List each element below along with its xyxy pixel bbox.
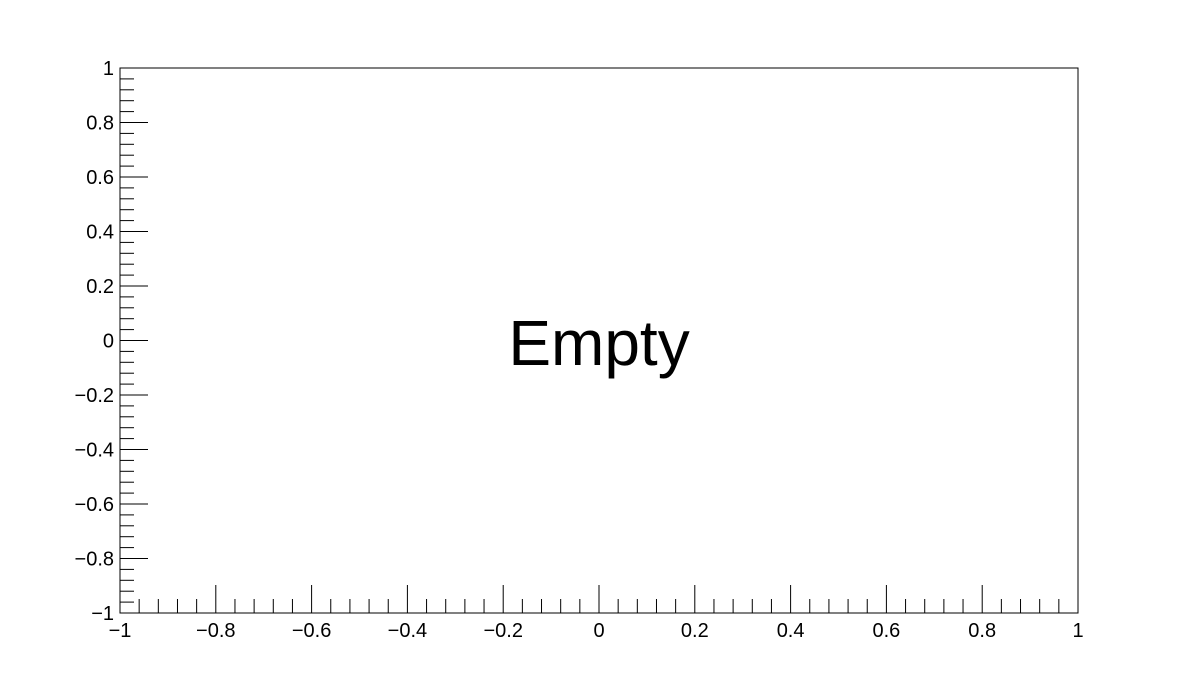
y-axis-tick-labels: −1 −0.8 −0.6 −0.4 −0.2 0 0.2 0.4 0.6 0.8 1 (75, 58, 114, 625)
y-tick-label: −0.6 (75, 494, 114, 516)
y-tick-label: 0.4 (86, 222, 114, 244)
y-tick-label: −0.8 (75, 549, 114, 571)
y-tick-label: 0 (103, 331, 114, 353)
x-tick-label: 1 (1072, 620, 1083, 642)
x-tick-label: 0.2 (681, 620, 709, 642)
y-tick-label: −0.2 (75, 385, 114, 407)
x-tick-label: −0.6 (292, 620, 331, 642)
y-tick-label: 0.8 (86, 113, 114, 135)
y-tick-label: 0.6 (86, 167, 114, 189)
y-tick-label: −1 (91, 603, 114, 625)
x-axis-ticks (119, 585, 1079, 613)
x-tick-label: −0.2 (483, 620, 522, 642)
x-tick-label: −1 (109, 620, 132, 642)
empty-annotation: Empty (508, 307, 689, 379)
y-tick-label: −0.4 (75, 440, 114, 462)
y-axis-ticks (120, 67, 148, 614)
y-tick-label: 1 (103, 58, 114, 80)
x-tick-label: −0.4 (388, 620, 427, 642)
x-tick-label: −0.8 (196, 620, 235, 642)
x-axis-tick-labels: −1 −0.8 −0.6 −0.4 −0.2 0 0.2 0.4 0.6 0.8 1 (109, 620, 1084, 642)
x-tick-label: 0.6 (872, 620, 900, 642)
x-tick-label: 0 (593, 620, 604, 642)
y-tick-label: 0.2 (86, 276, 114, 298)
x-tick-label: 0.8 (968, 620, 996, 642)
x-tick-label: 0.4 (777, 620, 805, 642)
